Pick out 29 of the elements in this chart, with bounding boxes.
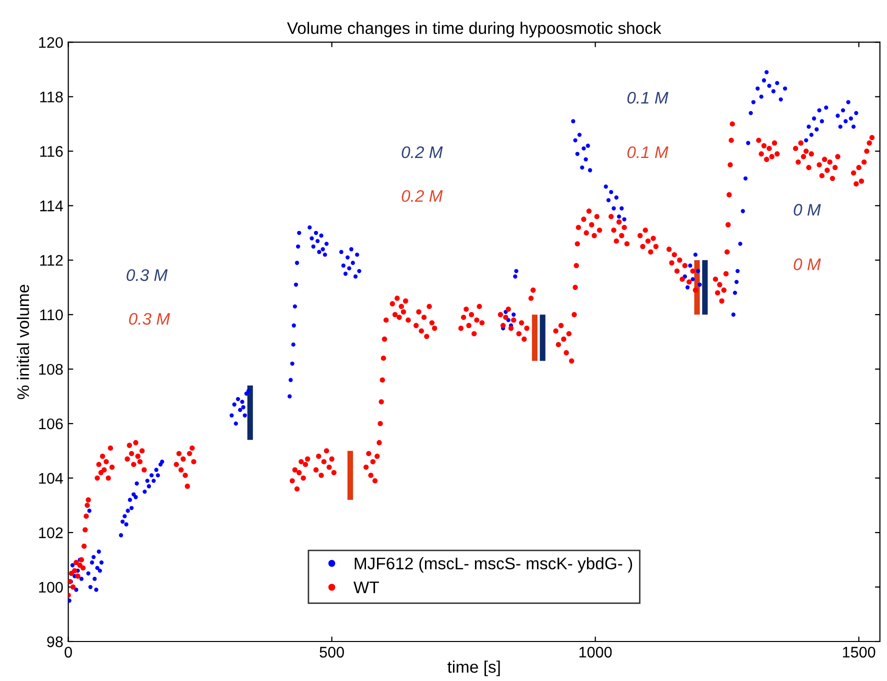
x-tick-label: 500 — [320, 646, 344, 658]
legend-label: WT — [354, 582, 379, 594]
annotation: 0.1 M — [627, 92, 668, 104]
x-tick-label: 1500 — [842, 646, 876, 658]
annotation: 0.2 M — [402, 146, 443, 158]
y-tick-label: 116 — [40, 146, 63, 157]
y-tick-label: 112 — [40, 255, 63, 266]
annotation: 0 M — [794, 258, 821, 270]
legend-label: MJF612 (mscL- mscS- mscK- ybdG- ) — [354, 557, 632, 573]
y-tick-label: 98 — [47, 636, 63, 648]
annotation: 0.1 M — [627, 146, 668, 158]
annotation: 0 M — [794, 204, 821, 216]
y-tick-label: 108 — [39, 364, 63, 375]
y-tick-label: 102 — [39, 527, 63, 538]
x-tick-label: 0 — [64, 646, 72, 658]
x-axis-title: time [s] — [448, 660, 500, 676]
y-tick-label: 110 — [40, 309, 63, 320]
y-tick-label: 120 — [39, 37, 63, 48]
chart-title: Volume changes in time during hypoosmotic shock — [287, 22, 662, 38]
annotation: 0.3 M — [126, 269, 168, 282]
y-tick-label: 100 — [39, 582, 63, 593]
y-tick-label: 114 — [40, 200, 63, 212]
annotation: 0.2 M — [402, 190, 443, 202]
annotation: 0.3 M — [129, 312, 170, 325]
y-tick-label: 104 — [39, 472, 63, 484]
y-tick-label: 118 — [40, 92, 63, 102]
y-axis-title: % initial volume — [16, 284, 30, 400]
x-tick-label: 1000 — [579, 646, 612, 658]
y-tick-label: 106 — [39, 418, 63, 430]
